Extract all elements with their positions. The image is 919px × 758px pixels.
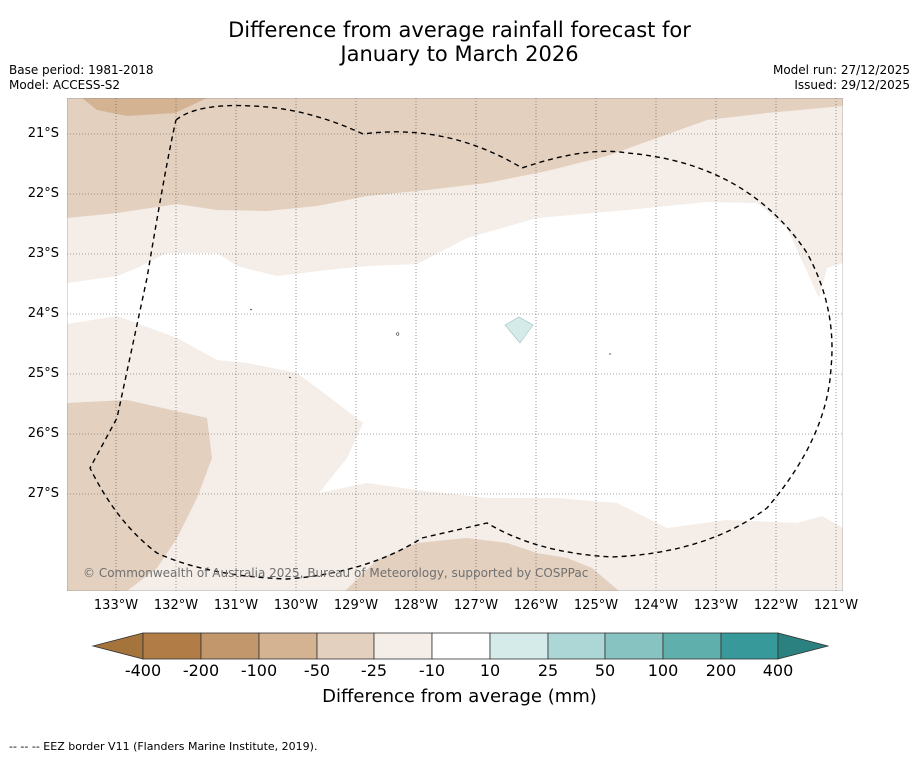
colorbar-tick: -100 [240, 661, 278, 680]
meta-left: Base period: 1981-2018 Model: ACCESS-S2 [9, 63, 154, 93]
lon-label: 127°W [453, 598, 499, 613]
lat-label: 26°S [27, 426, 59, 441]
island-marker [288, 376, 292, 379]
lon-label: 133°W [93, 598, 139, 613]
colorbar-segment [431, 632, 491, 660]
lat-label: 22°S [27, 186, 59, 201]
colorbar-extend-high [777, 632, 830, 660]
issued-date: Issued: 29/12/2025 [794, 78, 910, 92]
lon-label: 129°W [333, 598, 379, 613]
colorbar-tick: -200 [182, 661, 220, 680]
map-panel[interactable]: © Commonwealth of Australia 2025, Bureau… [67, 98, 843, 591]
lon-label: 125°W [573, 598, 619, 613]
chart-title: Difference from average rainfall forecas… [0, 18, 919, 66]
rainfall-region-tan-southwest [67, 400, 212, 591]
rainfall-region-dark-northwest [82, 98, 207, 116]
lon-label: 128°W [393, 598, 439, 613]
lon-label: 124°W [633, 598, 679, 613]
model-name: Model: ACCESS-S2 [9, 78, 121, 92]
island-marker [249, 308, 253, 311]
rainfall-region-positive-patch [504, 316, 534, 344]
model-run: Model run: 27/12/2025 [772, 63, 910, 77]
lat-label: 23°S [27, 246, 59, 261]
copyright-text: © Commonwealth of Australia 2025, Bureau… [83, 566, 588, 580]
colorbar-tick: 100 [647, 661, 679, 680]
title-line-1: Difference from average rainfall forecas… [228, 18, 691, 42]
lat-label: 27°S [27, 486, 59, 501]
lon-label: 122°W [753, 598, 799, 613]
colorbar-tick: 25 [537, 661, 559, 680]
eez-border [89, 104, 833, 580]
gridlines [67, 98, 843, 591]
lon-label: 126°W [513, 598, 559, 613]
colorbar-tick: 200 [705, 661, 737, 680]
base-period: Base period: 1981-2018 [9, 63, 154, 77]
lon-label: 132°W [153, 598, 199, 613]
colorbar-tick: 50 [594, 661, 616, 680]
colorbar-segment [200, 632, 260, 660]
lon-label: 121°W [813, 598, 859, 613]
colorbar [91, 632, 830, 660]
lat-label: 25°S [27, 366, 59, 381]
colorbar-segment [662, 632, 722, 660]
colorbar-tick: -400 [124, 661, 162, 680]
colorbar-tick: 400 [762, 661, 794, 680]
rainfall-region-tan-north [67, 98, 843, 218]
colorbar-title: Difference from average (mm) [322, 686, 597, 707]
colorbar-segment [547, 632, 606, 660]
lat-label: 24°S [27, 306, 59, 321]
rainfall-region-tan-south [345, 538, 619, 591]
colorbar-extend-low [91, 632, 144, 660]
island-marker [395, 332, 400, 336]
colorbar-segment [258, 632, 318, 660]
colorbar-tick: -25 [360, 661, 388, 680]
colorbar-segment [373, 632, 433, 660]
colorbar-segment [489, 632, 549, 660]
rainfall-region-light-south [67, 316, 843, 591]
lat-label: 21°S [27, 126, 59, 141]
colorbar-segment [142, 632, 202, 660]
lon-label: 130°W [273, 598, 319, 613]
footer-note: -- -- -- EEZ border V11 (Flanders Marine… [9, 740, 318, 753]
lon-label: 123°W [693, 598, 739, 613]
lon-label: 131°W [213, 598, 259, 613]
colorbar-segment [316, 632, 375, 660]
colorbar-tick: -10 [418, 661, 446, 680]
colorbar-segment [720, 632, 779, 660]
colorbar-segment [604, 632, 664, 660]
colorbar-tick: -50 [303, 661, 331, 680]
meta-right: Model run: 27/12/2025 Issued: 29/12/2025 [773, 63, 910, 93]
colorbar-tick: 10 [479, 661, 501, 680]
title-line-2: January to March 2026 [340, 42, 579, 66]
